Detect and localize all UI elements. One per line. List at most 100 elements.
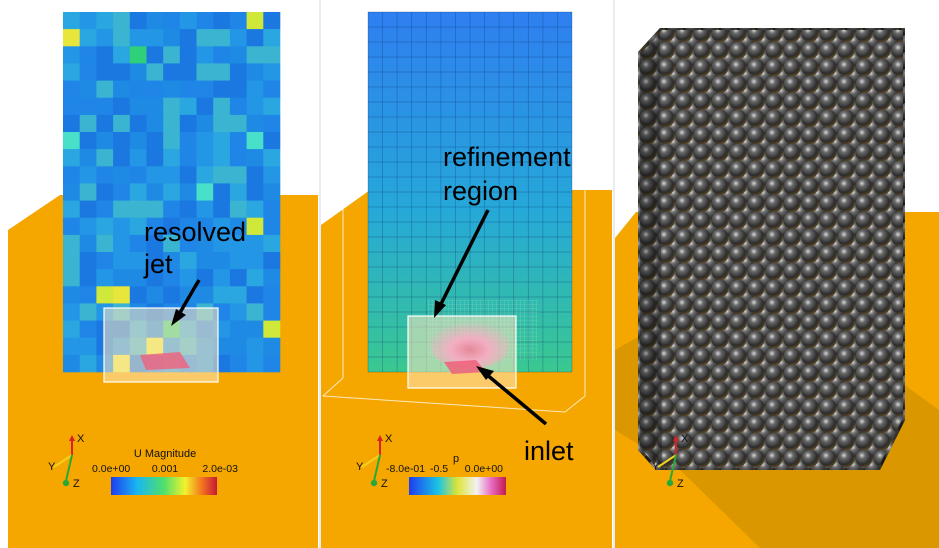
colorbar-tick-mid: 0.001 xyxy=(152,463,178,475)
velocity-cell xyxy=(63,200,80,218)
velocity-cell xyxy=(229,303,247,321)
velocity-cell xyxy=(196,12,214,30)
velocity-cell xyxy=(213,132,231,150)
velocity-cell xyxy=(146,46,164,64)
velocity-cell xyxy=(229,354,247,373)
velocity-cell xyxy=(213,114,231,133)
velocity-cell xyxy=(163,269,181,287)
axis-label-z: Z xyxy=(381,478,388,490)
velocity-cell xyxy=(63,286,80,304)
velocity-cell xyxy=(213,63,231,81)
velocity-cell xyxy=(213,234,231,253)
velocity-cell xyxy=(179,46,197,64)
velocity-cell xyxy=(263,63,281,81)
velocity-cells xyxy=(63,12,281,373)
velocity-cell xyxy=(63,166,80,184)
velocity-cell xyxy=(229,200,247,218)
colorbar-pressure: p -8.0e-01 -0.5 0.0e+00 xyxy=(386,453,506,495)
velocity-cell xyxy=(113,29,131,47)
velocity-cell xyxy=(96,132,114,150)
velocity-cell xyxy=(146,252,164,270)
arrow-to-refinement xyxy=(434,209,490,318)
velocity-cell xyxy=(179,114,197,133)
velocity-cell xyxy=(246,29,264,47)
velocity-cell xyxy=(179,234,197,253)
velocity-cell xyxy=(179,166,197,184)
axis-label-z: Z xyxy=(73,478,80,490)
velocity-cell xyxy=(263,80,281,98)
velocity-cell xyxy=(79,200,97,218)
velocity-cell xyxy=(113,217,131,236)
velocity-cell xyxy=(163,252,181,270)
velocity-cell xyxy=(79,269,97,287)
velocity-cell xyxy=(96,234,114,253)
velocity-cell xyxy=(113,269,131,287)
velocity-cell xyxy=(246,337,264,356)
velocity-cell xyxy=(263,149,281,167)
colorbar-title: p xyxy=(453,453,459,465)
velocity-cell xyxy=(146,80,164,98)
velocity-cell xyxy=(79,97,97,116)
velocity-cell xyxy=(213,269,231,287)
velocity-cell xyxy=(113,183,131,201)
velocity-cell xyxy=(129,114,147,133)
velocity-cell xyxy=(213,12,231,30)
velocity-cell xyxy=(246,217,264,236)
velocity-cell xyxy=(246,80,264,98)
velocity-cell xyxy=(213,166,231,184)
arrow-to-jet xyxy=(171,279,201,326)
velocity-cell xyxy=(196,252,214,270)
velocity-cell xyxy=(263,29,281,47)
velocity-cell xyxy=(163,217,181,236)
velocity-cell xyxy=(229,29,247,47)
velocity-cell xyxy=(246,200,264,218)
velocity-cell xyxy=(246,132,264,150)
axis-label-z: Z xyxy=(677,478,684,490)
velocity-cell xyxy=(146,166,164,184)
velocity-cell xyxy=(79,80,97,98)
velocity-cell xyxy=(96,46,114,64)
inlet-highlight xyxy=(444,360,486,374)
velocity-cell xyxy=(213,46,231,64)
velocity-cell xyxy=(246,46,264,64)
velocity-cell xyxy=(163,200,181,218)
velocity-cell xyxy=(79,217,97,236)
velocity-cell xyxy=(263,114,281,133)
velocity-cell xyxy=(163,234,181,253)
arrow-to-inlet xyxy=(476,366,548,426)
velocity-cell xyxy=(263,200,281,218)
velocity-cell xyxy=(79,46,97,64)
velocity-cell xyxy=(129,217,147,236)
velocity-cell xyxy=(263,97,281,116)
velocity-cell xyxy=(146,200,164,218)
velocity-cell xyxy=(146,114,164,133)
velocity-cell xyxy=(229,114,247,133)
velocity-cell xyxy=(63,269,80,287)
axis-label-x: X xyxy=(681,433,689,445)
velocity-cell xyxy=(96,286,114,304)
velocity-cell xyxy=(213,252,231,270)
colorbar-tick-max: 0.0e+00 xyxy=(465,463,503,475)
velocity-cell xyxy=(63,132,80,150)
velocity-cell xyxy=(229,337,247,356)
velocity-cell xyxy=(113,200,131,218)
velocity-cell xyxy=(79,132,97,150)
velocity-cell xyxy=(129,46,147,64)
velocity-cell xyxy=(63,97,80,116)
colorbar-tick-max: 2.0e-03 xyxy=(202,463,238,475)
colorbar-title: U Magnitude xyxy=(134,448,196,460)
velocity-cell xyxy=(229,132,247,150)
velocity-cell xyxy=(129,234,147,253)
velocity-cell xyxy=(179,63,197,81)
velocity-cell xyxy=(146,286,164,304)
velocity-cell xyxy=(79,234,97,253)
velocity-cell xyxy=(229,97,247,116)
velocity-cell xyxy=(146,132,164,150)
velocity-cell xyxy=(246,63,264,81)
velocity-cell xyxy=(196,166,214,184)
velocity-cell xyxy=(96,166,114,184)
velocity-cell xyxy=(129,97,147,116)
velocity-cell xyxy=(146,217,164,236)
velocity-cell xyxy=(129,269,147,287)
